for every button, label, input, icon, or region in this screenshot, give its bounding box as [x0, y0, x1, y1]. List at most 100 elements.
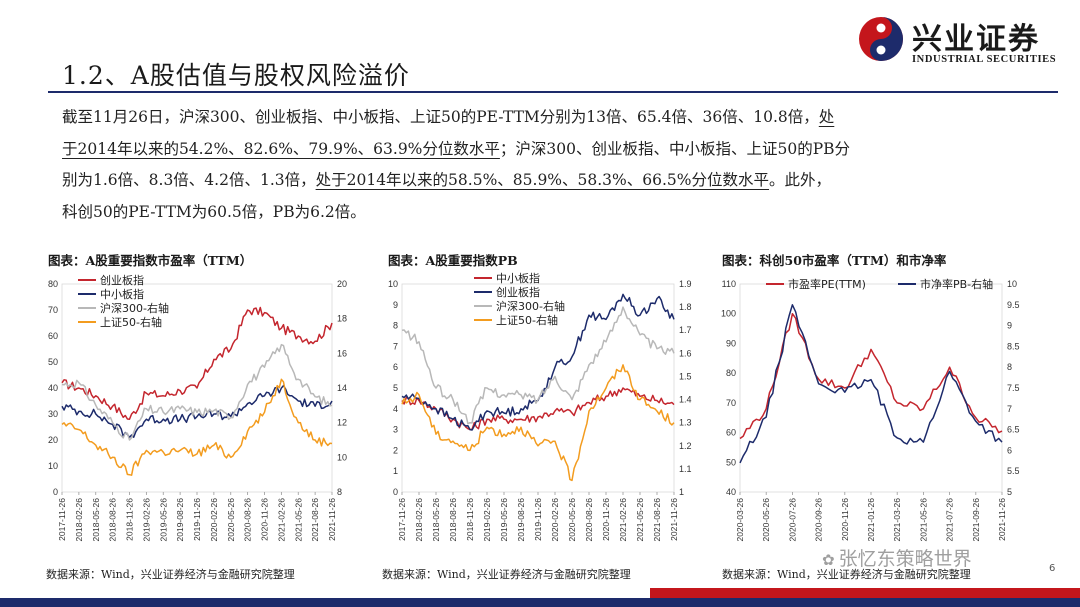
series-line [61, 378, 333, 476]
footer-accent-bar [650, 588, 1080, 598]
x-tick-label: 2021-08-26 [310, 498, 320, 542]
legend-label: 沪深300-右轴 [496, 299, 565, 313]
y-left-tick-label: 90 [726, 338, 736, 348]
x-tick-label: 2021-11-26 [327, 498, 337, 541]
x-tick-label: 2021-08-26 [652, 498, 662, 542]
x-tick-label: 2020-08-26 [243, 498, 253, 542]
x-tick-label: 2018-08-26 [108, 498, 118, 542]
y-right-tick-label: 10 [337, 452, 347, 462]
chart-1-source: 数据来源：Wind，兴业证券经济与金融研究院整理 [46, 568, 295, 581]
x-tick-label: 2018-11-26 [465, 498, 475, 541]
x-tick-label: 2020-08-26 [584, 498, 594, 542]
watermark-text: 张忆东策略世界 [838, 548, 972, 570]
series-line [739, 304, 1003, 464]
x-tick-label: 2019-11-26 [533, 498, 543, 541]
y-left-tick-label: 10 [48, 461, 58, 471]
x-tick-label: 2020-07-26 [787, 498, 797, 542]
y-right-tick-label: 1.7 [679, 325, 692, 335]
y-right-tick-label: 18 [337, 314, 347, 324]
y-left-tick-label: 6 [393, 362, 398, 372]
y-left-tick-label: 8 [393, 321, 398, 331]
x-tick-label: 2021-02-26 [618, 498, 628, 542]
x-tick-label: 2021-11-26 [669, 498, 679, 541]
series-line [61, 384, 333, 439]
title-divider [48, 91, 1058, 93]
y-right-tick-label: 7 [1007, 404, 1012, 414]
y-right-tick-label: 14 [337, 383, 347, 393]
x-tick-label: 2021-02-26 [276, 498, 286, 542]
y-left-tick-label: 5 [393, 383, 398, 393]
y-right-tick-label: 9.5 [1007, 300, 1020, 310]
summary-line-4: 科创50的PE-TTM为60.5倍，PB为6.2倍。 [62, 197, 1022, 229]
x-tick-label: 2018-11-26 [125, 498, 135, 541]
chart-2-source: 数据来源：Wind，兴业证券经济与金融研究院整理 [382, 568, 631, 581]
x-tick-label: 2020-11-26 [601, 498, 611, 541]
x-tick-label: 2020-03-26 [735, 498, 745, 542]
series-line [401, 306, 675, 425]
y-left-tick-label: 30 [48, 409, 58, 419]
y-right-tick-label: 5 [1007, 487, 1012, 497]
y-right-tick-label: 10 [1007, 279, 1017, 289]
chart-3-source: 数据来源：Wind，兴业证券经济与金融研究院整理 [722, 568, 971, 581]
y-left-tick-label: 2 [393, 445, 398, 455]
footer-bar [0, 598, 1080, 607]
x-tick-label: 2019-05-26 [158, 498, 168, 542]
x-tick-label: 2020-02-26 [209, 498, 219, 542]
series-line [739, 312, 1003, 440]
x-tick-label: 2021-05-26 [635, 498, 645, 542]
summary-underlined: 处 [818, 108, 835, 126]
logo-subtitle: INDUSTRIAL SECURITIES [912, 54, 1057, 65]
chart-2-title: 图表：A股重要指数PB [388, 253, 518, 268]
y-right-tick-label: 1.4 [679, 395, 692, 405]
x-tick-label: 2020-11-26 [840, 498, 850, 541]
x-tick-label: 2021-11-26 [997, 498, 1007, 541]
legend-label: 创业板指 [496, 285, 540, 299]
summary-text: 科创50的PE-TTM为60.5倍，PB为6.2倍。 [62, 202, 366, 221]
x-tick-label: 2021-09-26 [971, 498, 981, 542]
x-tick-label: 2020-11-26 [260, 498, 270, 541]
summary-line-1: 截至11月26日，沪深300、创业板指、中小板指、上证50的PE-TTM分别为1… [62, 102, 1022, 134]
y-right-tick-label: 1.5 [679, 371, 692, 381]
x-tick-label: 2020-05-26 [761, 498, 771, 542]
y-right-tick-label: 6.5 [1007, 425, 1020, 435]
x-tick-label: 2018-08-26 [448, 498, 458, 542]
x-tick-label: 2020-02-26 [550, 498, 560, 542]
page-number: 6 [1049, 563, 1056, 574]
x-tick-label: 2019-05-26 [499, 498, 509, 542]
y-right-tick-label: 6 [1007, 445, 1012, 455]
y-left-tick-label: 110 [722, 279, 736, 289]
y-left-tick-label: 80 [726, 368, 736, 378]
legend-label: 中小板指 [496, 272, 540, 285]
y-right-tick-label: 1.9 [679, 279, 692, 289]
slide-title: 1.2、A股估值与股权风险溢价 [62, 61, 410, 90]
slide-header: 1.2、A股估值与股权风险溢价 兴业证券 INDUSTRIAL SECURITI… [0, 0, 1080, 93]
y-right-tick-label: 8 [337, 487, 342, 497]
y-right-tick-label: 1 [679, 487, 684, 497]
logo-mark-icon [859, 17, 903, 61]
x-tick-label: 2021-05-26 [293, 498, 303, 542]
y-left-tick-label: 0 [393, 487, 398, 497]
chart-1-title: 图表：A股重要指数市盈率（TTM） [48, 253, 253, 268]
legend-label: 创业板指 [100, 273, 144, 287]
x-tick-label: 2018-02-26 [74, 498, 84, 542]
y-left-tick-label: 1 [393, 466, 398, 476]
y-left-tick-label: 50 [726, 457, 736, 467]
summary-text: 别为1.6倍、8.3倍、4.2倍、1.3倍， [62, 171, 316, 189]
y-left-tick-label: 40 [726, 487, 736, 497]
y-right-tick-label: 1.8 [679, 302, 692, 312]
pe-ttm-chart: 0 10 20 30 40 50 60 70 80 8 10 12 14 16 18 20 2017-11-26… [48, 273, 347, 542]
y-right-tick-label: 1.3 [679, 418, 692, 428]
y-right-tick-label: 7.5 [1007, 383, 1020, 393]
x-tick-label: 2019-08-26 [516, 498, 526, 542]
x-tick-label: 2019-02-26 [141, 498, 151, 542]
y-left-tick-label: 60 [726, 428, 736, 438]
star50-chart: 40 50 60 70 80 90 100 110 5 5.5 6 6.5 7 7.5 8 8.5 9 9.5 10… [721, 277, 1020, 542]
y-left-tick-label: 0 [53, 487, 58, 497]
x-tick-label: 2020-09-26 [814, 498, 824, 542]
y-left-tick-label: 100 [721, 309, 736, 319]
summary-text: 。此外， [769, 171, 832, 189]
chart-3-title: 图表：科创50市盈率（TTM）和市净率 [722, 253, 947, 268]
series-line [61, 306, 333, 420]
pb-chart: 0 1 2 3 4 5 6 7 8 9 10 1 1.1 1.2 1.3 1.4 1.5 1.6 1.7 1.8 1.9… [388, 272, 692, 542]
y-right-tick-label: 9 [1007, 321, 1012, 331]
